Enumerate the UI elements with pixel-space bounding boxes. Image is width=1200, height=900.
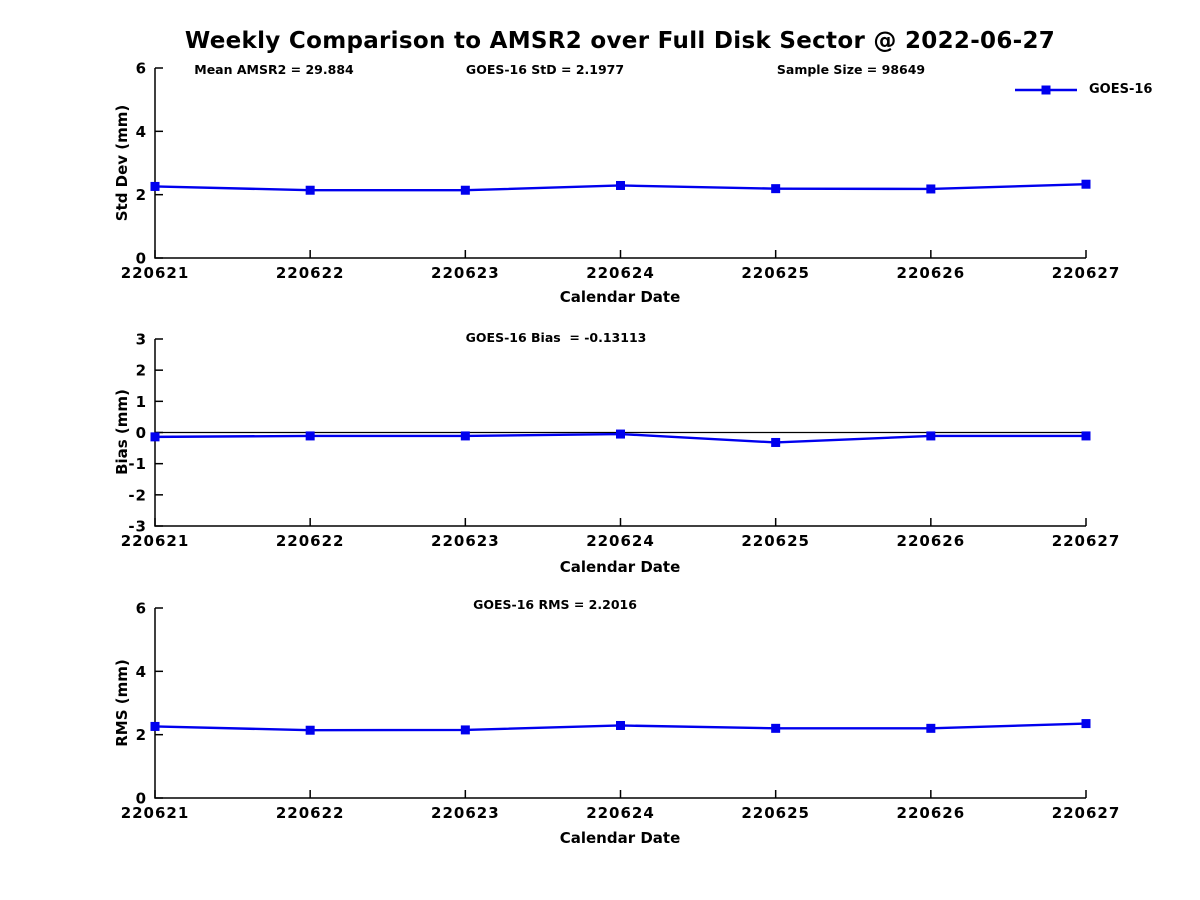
data-point <box>305 185 315 195</box>
axes-std-dev <box>154 68 1086 259</box>
data-point <box>305 725 315 735</box>
legend-square-marker-icon <box>1041 85 1051 94</box>
data-point <box>771 437 781 447</box>
data-point <box>926 431 936 441</box>
annotation-goes16-bias: GOES-16 Bias = -0.13113 <box>465 330 647 345</box>
legend-line-marker-icon <box>1015 85 1077 94</box>
data-point <box>150 721 160 731</box>
x-tick-label: 220622 <box>276 532 345 550</box>
y-tick-label: -1 <box>128 455 147 473</box>
x-tick-label: 220624 <box>586 264 655 282</box>
x-tick-label: 220624 <box>586 804 655 822</box>
legend-label: GOES-16 <box>1089 82 1153 97</box>
y-tick-label: 0 <box>136 250 147 268</box>
data-point <box>150 181 160 191</box>
y-tick-label: 2 <box>136 726 147 744</box>
subplot-std-dev: 0 2 4 6 220621 220622 220623 220624 220625 220626… <box>121 60 1121 283</box>
x-axis-label-bias: Calendar Date <box>559 558 681 576</box>
y-tick-label: -2 <box>128 486 147 504</box>
x-tick-label: 220625 <box>741 532 810 550</box>
y-tick-label: 6 <box>136 60 147 78</box>
y-tick-label: 6 <box>136 600 147 618</box>
annotation-goes16-std: GOES-16 StD = 2.1977 <box>465 62 625 77</box>
annotation-goes16-rms: GOES-16 RMS = 2.2016 <box>473 597 637 612</box>
annotation-mean-amsr2: Mean AMSR2 = 29.884 <box>194 62 354 77</box>
x-tick-label: 220623 <box>431 264 500 282</box>
x-axis-label-std-dev: Calendar Date <box>559 288 681 306</box>
data-point <box>460 431 470 441</box>
data-point <box>460 185 470 195</box>
x-tick-label: 220626 <box>897 264 966 282</box>
axes-rms <box>154 608 1086 799</box>
x-tick-label: 220626 <box>897 532 966 550</box>
y-tick-label: 2 <box>136 362 147 380</box>
data-point <box>771 723 781 733</box>
x-tick-label: 220624 <box>586 532 655 550</box>
data-point <box>771 184 781 194</box>
x-tick-label: 220626 <box>897 804 966 822</box>
subplot-rms: 0 2 4 6 220621 220622 220623 220624 220625 220626… <box>121 600 1121 823</box>
x-tick-label: 220621 <box>121 264 190 282</box>
x-axis-label-rms: Calendar Date <box>559 829 681 847</box>
x-tick-label: 220627 <box>1052 804 1121 822</box>
x-tick-label: 220627 <box>1052 264 1121 282</box>
x-tick-label: 220622 <box>276 264 345 282</box>
y-tick-label: 4 <box>136 663 147 681</box>
legend: GOES-16 <box>1015 82 1152 97</box>
x-tick-label: 220625 <box>741 264 810 282</box>
x-tick-label: 220623 <box>431 804 500 822</box>
data-point <box>926 184 936 194</box>
y-tick-label: 1 <box>136 393 147 411</box>
y-tick-label: 0 <box>136 424 147 442</box>
y-tick-label: -3 <box>128 518 147 536</box>
data-point <box>1081 719 1091 729</box>
data-point <box>616 429 625 439</box>
x-tick-label: 220622 <box>276 804 345 822</box>
data-point <box>460 725 470 735</box>
annotation-sample-size: Sample Size = 98649 <box>776 62 926 77</box>
data-point <box>1081 179 1091 189</box>
data-point <box>926 723 936 733</box>
data-point <box>616 180 625 190</box>
data-point <box>150 432 160 442</box>
y-tick-label: 3 <box>136 331 147 349</box>
y-tick-label: 4 <box>136 123 147 141</box>
x-tick-label: 220625 <box>741 804 810 822</box>
data-point <box>305 431 315 441</box>
y-tick-label: 0 <box>136 790 147 808</box>
x-tick-label: 220627 <box>1052 532 1121 550</box>
data-point <box>1081 431 1091 441</box>
chart-title: Weekly Comparison to AMSR2 over Full Dis… <box>184 28 1056 54</box>
x-tick-label: 220623 <box>431 532 500 550</box>
data-point <box>616 720 625 730</box>
x-tick-label: 220621 <box>121 804 190 822</box>
y-tick-label: 2 <box>136 186 147 204</box>
x-tick-label: 220621 <box>121 532 190 550</box>
